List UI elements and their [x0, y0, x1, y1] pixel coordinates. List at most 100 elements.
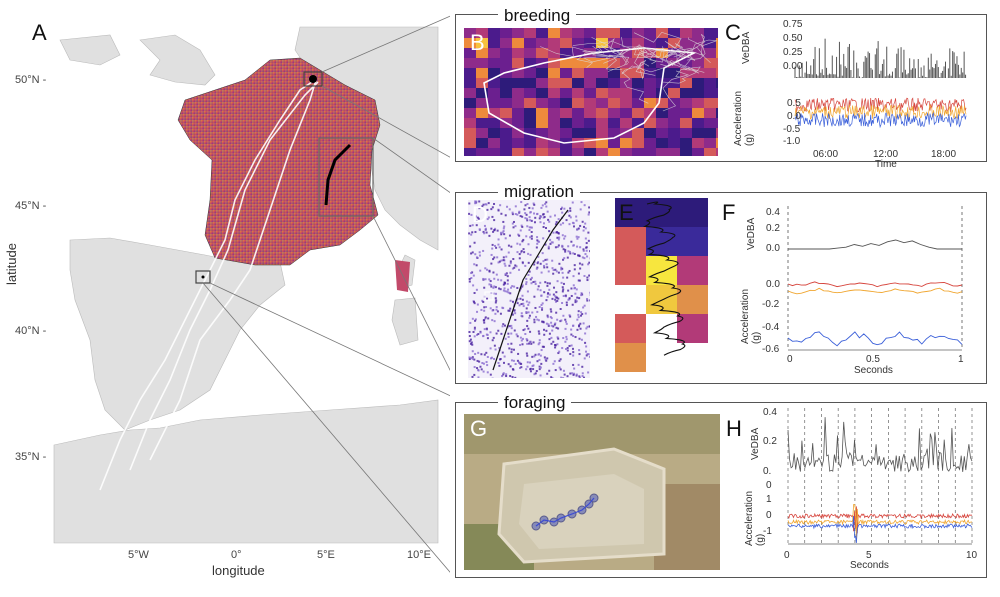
heat-cell: [704, 48, 716, 58]
heat-cell: [704, 128, 716, 138]
heat-cell: [584, 68, 596, 78]
c-tick-4: 0.00: [783, 61, 802, 72]
f-vedba-series: [788, 240, 962, 249]
panel-c: C 0.75 0.50 0.25 0.00 0.5 0.0 -0.5 -1.0 …: [725, 18, 983, 166]
heat-cell: [572, 78, 584, 88]
heat-cell: [524, 108, 536, 118]
f-xtick-1: 0: [787, 354, 793, 365]
heat-cell: [716, 38, 718, 48]
panel-letter-e: E: [619, 200, 634, 226]
heat-cell: [596, 28, 608, 38]
heat-cell: [488, 118, 500, 128]
heat-cell: [500, 98, 512, 108]
f-ylabel-bottom: Acceleration (g): [740, 282, 762, 344]
h-accel-y: [788, 505, 972, 540]
panel-f: F 0.4 0.2 0.0 0.0 -0.2 -0.4 -0.6 0 0.5 1…: [722, 198, 984, 380]
heat-cell: [488, 148, 500, 156]
heat-cell: [632, 88, 644, 98]
c-vedba-series: [795, 39, 966, 78]
heat-cell: [620, 138, 632, 148]
c-ylabel-top: VeDBA: [741, 32, 752, 64]
h-tick-4: 0: [766, 480, 772, 491]
heat-cell: [692, 78, 704, 88]
heat-cell: [560, 68, 572, 78]
heat-cell: [668, 138, 680, 148]
heat-cell: [716, 118, 718, 128]
heat-cell: [524, 78, 536, 88]
heat-cell: [464, 118, 476, 128]
h-xtick-3: 10: [966, 550, 977, 561]
heat-cell: [560, 38, 572, 48]
heat-cell: [680, 28, 692, 38]
heat-cell: [572, 88, 584, 98]
panel-letter-a: A: [32, 20, 47, 46]
heat-cell: [524, 88, 536, 98]
heat-cell: [536, 28, 548, 38]
h-accel-z: [788, 516, 972, 543]
heat-cell: [512, 98, 524, 108]
heat-cell: [656, 38, 668, 48]
heat-cell: [488, 98, 500, 108]
heat-cell: [680, 38, 692, 48]
panel-g: G: [464, 414, 720, 570]
heat-cell: [704, 28, 716, 38]
heat-cell: [464, 138, 476, 148]
heat-cell: [620, 118, 632, 128]
heat-cell: [560, 128, 572, 138]
heat-cell: [608, 88, 620, 98]
heat-cell: [512, 88, 524, 98]
heat-cell: [500, 148, 512, 156]
heat-cell: [536, 118, 548, 128]
h-tick-3: 0.: [763, 466, 771, 477]
heat-cell: [536, 88, 548, 98]
heat-cell: [704, 58, 716, 68]
lon-tick: 0°: [231, 549, 242, 561]
section-title-breeding: breeding: [498, 6, 576, 26]
heat-cell: [500, 128, 512, 138]
heat-cell: [644, 128, 656, 138]
heat-cell: [512, 38, 524, 48]
heat-cell: [524, 98, 536, 108]
heat-cell: [548, 38, 560, 48]
heat-cell: [668, 128, 680, 138]
heat-cell: [584, 128, 596, 138]
heat-cell: [716, 88, 718, 98]
heat-cell: [536, 78, 548, 88]
heat-cell: [512, 48, 524, 58]
heat-cell: [548, 148, 560, 156]
f-tick-4: 0.0: [766, 279, 780, 290]
panel-h: H 0.4 0.2 0. 0 1 0 -1 0 5 10 Seconds VeD…: [726, 404, 984, 576]
heat-cell: [524, 148, 536, 156]
heat-cell: [596, 148, 608, 156]
f-accel-x: [788, 282, 962, 287]
heat-cell: [548, 98, 560, 108]
heat-cell: [476, 58, 488, 68]
heat-cell: [500, 88, 512, 98]
heat-cell: [512, 78, 524, 88]
heat-cell: [500, 58, 512, 68]
heat-cell: [716, 68, 718, 78]
e-cell: [677, 314, 708, 343]
f-xtick-2: 0.5: [866, 354, 880, 365]
heat-cell: [656, 128, 668, 138]
heat-cell: [608, 98, 620, 108]
heat-cell: [500, 38, 512, 48]
heat-cell: [644, 78, 656, 88]
f-tick-6: -0.4: [762, 322, 779, 333]
heat-cell: [488, 38, 500, 48]
lat-tick: 45°N -: [15, 200, 47, 212]
heat-cell: [524, 48, 536, 58]
heat-cell: [704, 148, 716, 156]
heat-cell: [644, 88, 656, 98]
lat-tick: 35°N -: [15, 451, 47, 463]
heat-cell: [668, 148, 680, 156]
c-xtick-1: 06:00: [813, 149, 838, 160]
f-tick-5: -0.2: [762, 299, 779, 310]
c-tick-5: 0.5: [787, 98, 801, 109]
panel-letter-d: D: [472, 202, 488, 228]
heat-cell: [464, 148, 476, 156]
heat-cell: [464, 68, 476, 78]
e-cell: [677, 198, 708, 227]
e-cell: [646, 343, 677, 372]
heat-cell: [524, 38, 536, 48]
